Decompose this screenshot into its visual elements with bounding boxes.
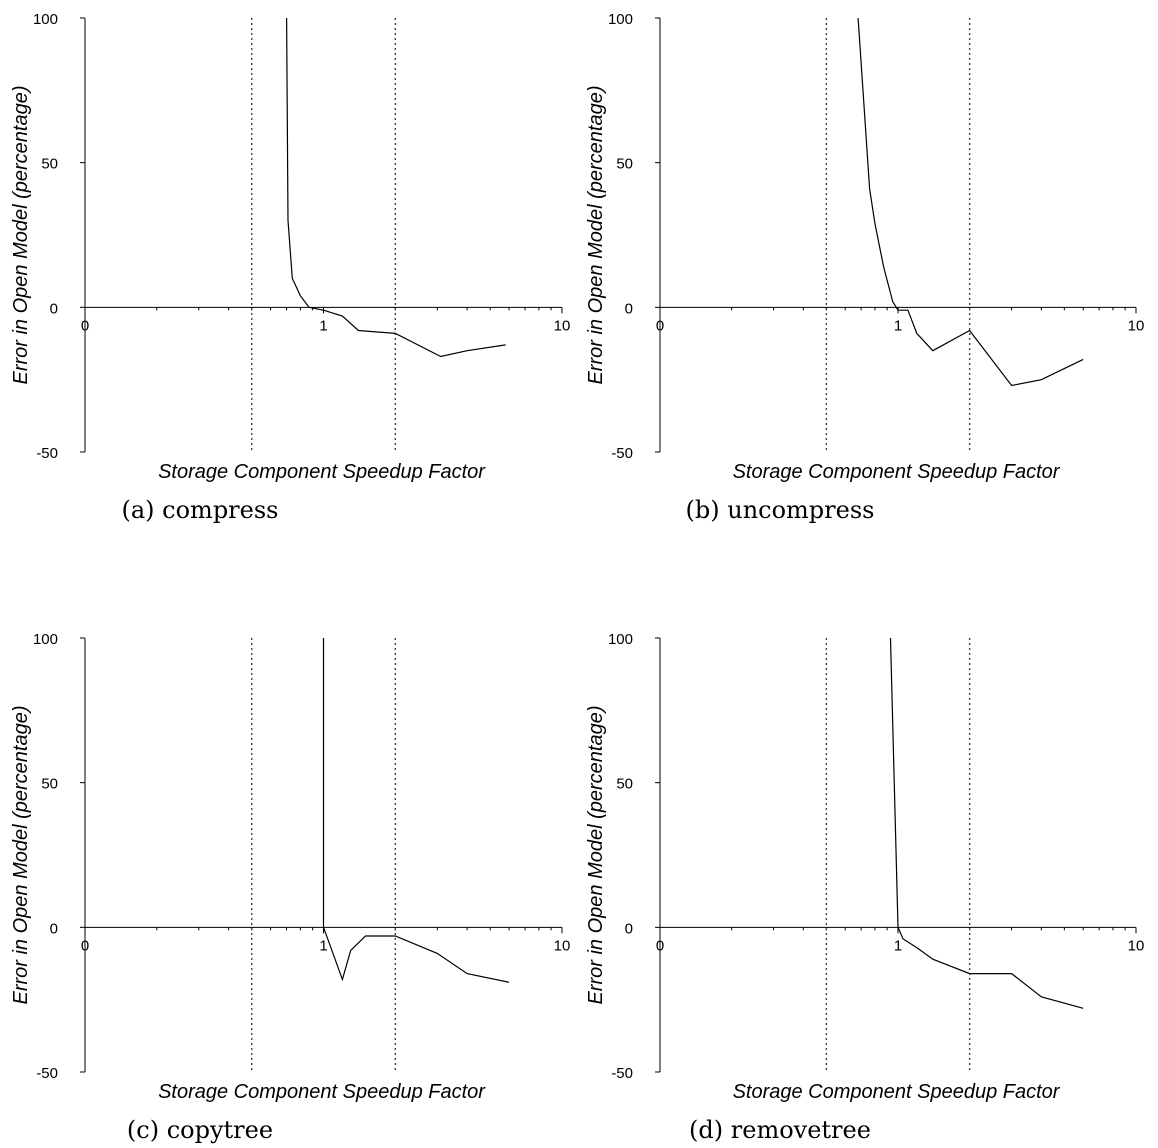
y-tick-label: 100	[33, 631, 58, 648]
y-tick-label: -50	[611, 1065, 633, 1082]
y-tick-label: 50	[616, 156, 633, 173]
chart-panel-1: 100 50 0 -50 0 1 10 Storage Component Speedup F…	[10, 11, 570, 524]
y-axis-label: Error in Open Model (percentage)	[585, 705, 607, 1004]
series-line-1	[857, 17, 1084, 387]
y-tick-label: 100	[608, 631, 633, 648]
panel-caption: (c) copytree	[127, 1116, 273, 1144]
y-axis-label: Error in Open Model (percentage)	[10, 705, 32, 1004]
x-tick-label: 10	[554, 317, 571, 334]
x-tick-label: 10	[554, 937, 571, 954]
x-axis-label: Storage Component Speedup Factor	[733, 1081, 1061, 1103]
panel-caption: (d) removetree	[689, 1116, 871, 1144]
x-axis-label: Storage Component Speedup Factor	[158, 461, 486, 483]
y-tick-label: 50	[41, 776, 58, 793]
y-tick-label: -50	[611, 445, 633, 462]
x-tick-label: 1	[894, 317, 902, 334]
y-axis-label: Error in Open Model (percentage)	[10, 85, 32, 384]
chart-panel-2: 100 50 0 -50 0 1 10 Storage Component Speedup F…	[585, 11, 1144, 524]
y-axis-label: Error in Open Model (percentage)	[585, 85, 607, 384]
y-tick-label: 50	[616, 776, 633, 793]
x-axis-label: Storage Component Speedup Factor	[733, 461, 1061, 483]
x-tick-label: 1	[894, 937, 902, 954]
y-tick-label: 0	[50, 300, 58, 317]
series-line-1	[889, 637, 1084, 1009]
chart-panel-3: 100 50 0 -50 0 1 10 Storage Component Speedup F…	[10, 631, 570, 1144]
x-tick-label: 10	[1128, 937, 1145, 954]
x-tick-label: 1	[319, 317, 327, 334]
y-tick-label: 0	[50, 920, 58, 937]
y-tick-label: 0	[625, 300, 633, 317]
y-tick-label: 0	[625, 920, 633, 937]
x-tick-label: 10	[1128, 317, 1145, 334]
x-axis-label: Storage Component Speedup Factor	[158, 1081, 486, 1103]
x-tick-label: 0	[656, 317, 664, 334]
x-tick-label: 0	[656, 937, 664, 954]
y-tick-label: 100	[608, 11, 633, 28]
panel-caption: (a) compress	[122, 496, 279, 524]
panel-caption: (b) uncompress	[686, 496, 875, 524]
series-line-1	[322, 638, 510, 983]
chart-panel-4: 100 50 0 -50 0 1 10 Storage Component Speedup F…	[585, 631, 1144, 1144]
y-tick-label: 50	[41, 156, 58, 173]
series-line-1	[286, 17, 506, 358]
y-tick-label: -50	[36, 445, 58, 462]
y-tick-label: 100	[33, 11, 58, 28]
y-tick-label: -50	[36, 1065, 58, 1082]
x-tick-label: 1	[319, 937, 327, 954]
x-tick-label: 0	[81, 317, 89, 334]
x-tick-label: 0	[81, 937, 89, 954]
